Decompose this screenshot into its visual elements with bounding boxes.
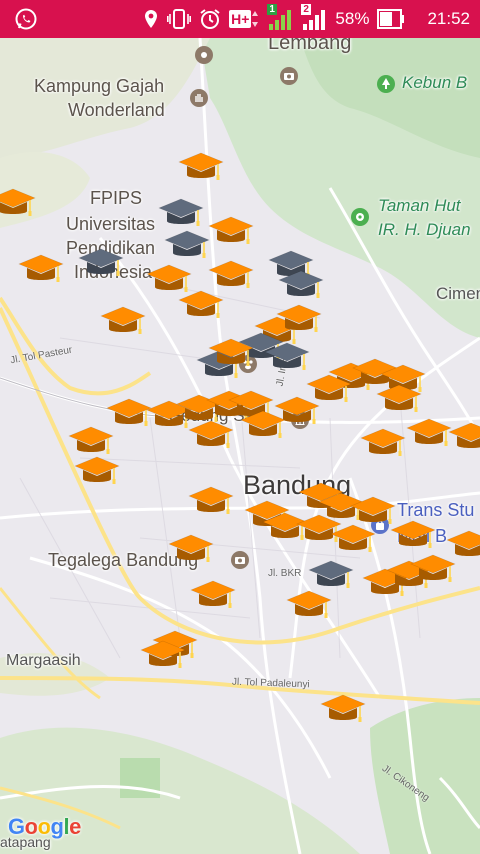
- place-label-tegalega: Tegalega Bandung: [48, 550, 199, 570]
- whatsapp-icon: [14, 7, 38, 31]
- university-marker-37[interactable]: [188, 484, 234, 520]
- battery-icon: [377, 9, 405, 29]
- place-label-kebun: Kebun B: [402, 73, 468, 92]
- place-label-taman-hutan: Taman Hut: [378, 196, 461, 215]
- university-marker-34[interactable]: [406, 416, 452, 452]
- place-label-cimenyan: Cimen: [436, 284, 480, 303]
- university-marker-gray-48[interactable]: [308, 558, 354, 594]
- signal-icon-sim2: 2: [301, 4, 327, 30]
- university-marker-1[interactable]: [0, 186, 36, 222]
- place-label-margaasih: Margaasih: [6, 652, 81, 669]
- place-label-universitas: Universitas: [66, 214, 156, 234]
- place-label-pendidikan: Pendidikan: [66, 238, 156, 258]
- university-marker-55[interactable]: [140, 638, 186, 674]
- university-marker-gray-15[interactable]: [238, 330, 284, 366]
- place-label-trans-studio: Trans Stu: [397, 500, 475, 520]
- university-marker-35[interactable]: [448, 420, 480, 456]
- road-label-bkr: Jl. BKR: [268, 568, 302, 579]
- signal-icon-sim1: 1: [267, 4, 293, 30]
- university-marker-gray-4[interactable]: [164, 228, 210, 264]
- alarm-icon: [199, 8, 221, 30]
- university-marker-25[interactable]: [146, 398, 192, 434]
- battery-percent: 58%: [335, 9, 370, 28]
- university-marker-31[interactable]: [274, 394, 320, 430]
- vibrate-icon: [167, 8, 192, 30]
- map-view[interactable]: Lembang Kampung Gajah Wonderland Kebun B…: [0, 38, 480, 854]
- university-marker-39[interactable]: [318, 490, 364, 526]
- hand-icon[interactable]: [189, 88, 209, 108]
- clock-time: 21:52: [427, 9, 470, 28]
- university-marker-56[interactable]: [320, 692, 366, 728]
- university-marker-gray-5[interactable]: [78, 246, 124, 282]
- university-marker-47[interactable]: [168, 532, 214, 568]
- park-tree-icon[interactable]: [376, 74, 396, 94]
- university-marker-13[interactable]: [254, 314, 300, 350]
- poi-lembang-icon[interactable]: [194, 45, 214, 65]
- university-marker-3[interactable]: [208, 214, 254, 250]
- place-label-lembang: Lembang: [268, 38, 352, 54]
- university-marker-22[interactable]: [306, 372, 352, 408]
- university-marker-18[interactable]: [208, 336, 254, 372]
- university-marker-6[interactable]: [18, 252, 64, 288]
- place-label-kampung-gajah: Kampung Gajah: [34, 76, 165, 96]
- university-marker-42[interactable]: [262, 510, 308, 546]
- university-marker-gray-10[interactable]: [278, 268, 324, 304]
- google-logo: Google: [8, 814, 81, 839]
- university-marker-53[interactable]: [286, 588, 332, 624]
- university-marker-44[interactable]: [330, 522, 376, 558]
- university-marker-33[interactable]: [360, 426, 406, 462]
- university-marker-gray-17[interactable]: [264, 340, 310, 376]
- university-marker-45[interactable]: [390, 518, 436, 554]
- university-marker-0[interactable]: [178, 150, 224, 186]
- university-marker-14[interactable]: [276, 302, 322, 338]
- university-marker-28[interactable]: [228, 388, 274, 424]
- university-marker-46[interactable]: [446, 528, 480, 564]
- university-marker-32[interactable]: [68, 424, 114, 460]
- camera-icon[interactable]: [279, 66, 299, 86]
- university-marker-7[interactable]: [146, 262, 192, 298]
- status-bar: H+ 1 2 58% 21:52: [0, 0, 480, 38]
- place-label-katapang: atapang: [0, 834, 51, 850]
- place-label-djuanda: IR. H. Djuan: [378, 220, 471, 239]
- university-marker-24[interactable]: [106, 396, 152, 432]
- park-flower-icon[interactable]: [350, 207, 370, 227]
- university-marker-52[interactable]: [190, 578, 236, 614]
- university-marker-23[interactable]: [376, 382, 422, 418]
- university-marker-40[interactable]: [350, 494, 396, 530]
- place-label-fpips: FPIPS: [90, 188, 143, 208]
- university-marker-29[interactable]: [240, 408, 286, 444]
- location-icon: [143, 9, 159, 29]
- university-marker-36[interactable]: [74, 454, 120, 490]
- university-marker-11[interactable]: [178, 288, 224, 324]
- university-marker-30[interactable]: [188, 418, 234, 454]
- place-label-wonderland: Wonderland: [68, 100, 165, 120]
- university-marker-8[interactable]: [208, 258, 254, 294]
- network-type-badge: H+: [229, 10, 259, 28]
- university-marker-51[interactable]: [410, 552, 456, 588]
- university-marker-gray-2[interactable]: [158, 196, 204, 232]
- camera-icon-tegalega[interactable]: [230, 550, 250, 570]
- university-marker-12[interactable]: [100, 304, 146, 340]
